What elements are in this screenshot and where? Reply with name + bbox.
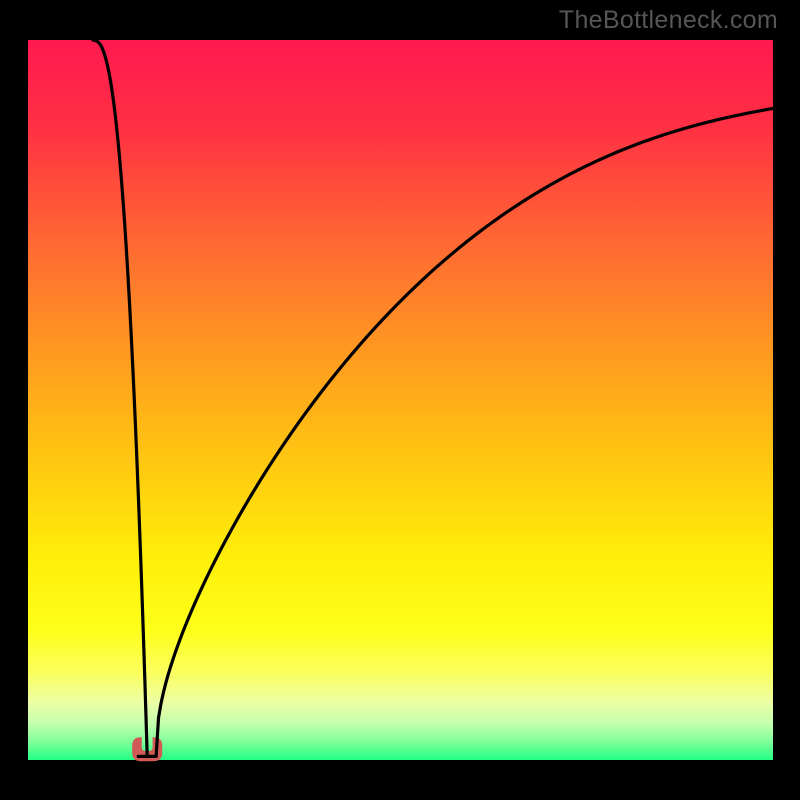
chart-container: TheBottleneck.com [0,0,800,800]
plot-background [28,40,773,760]
chart-svg [0,0,800,800]
watermark-label: TheBottleneck.com [559,6,778,35]
